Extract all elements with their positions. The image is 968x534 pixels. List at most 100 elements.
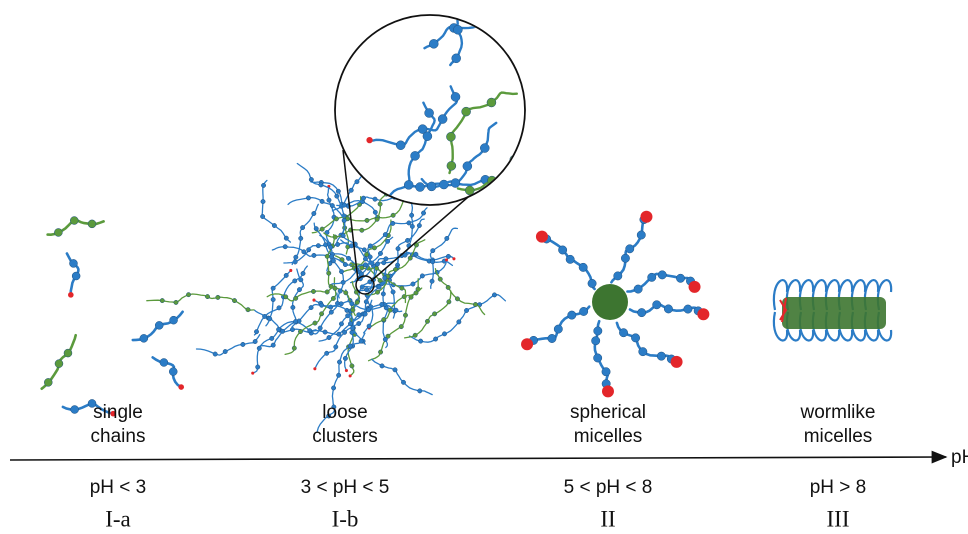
bead: [464, 308, 469, 313]
end-group: [68, 292, 74, 298]
bead: [319, 198, 325, 204]
end-group: [452, 257, 456, 261]
bead: [343, 290, 349, 296]
bead: [342, 329, 348, 335]
bead: [410, 151, 420, 161]
bead: [328, 309, 334, 315]
bead: [364, 217, 370, 223]
bead: [54, 359, 64, 368]
ph-range: 3 < pH < 5: [301, 477, 390, 498]
bead: [372, 245, 377, 251]
bead: [390, 289, 396, 295]
stage-name: wormlike: [800, 402, 876, 423]
bead: [587, 278, 597, 288]
bead: [336, 331, 342, 337]
bead: [255, 364, 261, 370]
end-group: [313, 367, 317, 371]
bead: [378, 349, 384, 355]
bead: [676, 273, 685, 283]
bead: [429, 278, 435, 284]
bead: [619, 328, 628, 338]
bead: [398, 324, 404, 330]
bead: [293, 254, 299, 260]
bead: [445, 253, 451, 259]
bead: [415, 182, 425, 192]
bead: [333, 344, 339, 350]
bead: [419, 273, 425, 279]
end-group: [535, 230, 548, 243]
bead: [437, 114, 448, 124]
bead: [451, 53, 461, 64]
bead: [339, 321, 344, 327]
ph-axis: [9, 450, 948, 464]
micelle-core: [592, 284, 628, 320]
bead: [280, 328, 286, 334]
chain: [283, 242, 350, 264]
bead: [306, 195, 311, 201]
bead: [390, 220, 396, 226]
bead: [269, 335, 275, 341]
bead: [558, 245, 568, 255]
bead: [339, 269, 344, 275]
bead: [361, 195, 366, 201]
bead: [232, 298, 237, 304]
chain-loop: [772, 279, 789, 342]
bead: [620, 253, 630, 263]
bead: [402, 252, 408, 258]
bead: [256, 345, 262, 351]
bead: [354, 179, 360, 185]
bead: [631, 333, 641, 343]
end-group: [670, 355, 683, 368]
end-group: [251, 371, 255, 375]
bead: [405, 237, 411, 243]
bead: [636, 230, 646, 240]
zoom-spot: [355, 275, 375, 295]
bead: [301, 249, 307, 255]
bead: [283, 272, 289, 278]
bead: [385, 238, 391, 244]
stage-name: micelles: [804, 426, 873, 447]
bead: [382, 275, 388, 281]
chain: [442, 16, 464, 67]
bead: [625, 244, 635, 254]
end-group: [521, 338, 534, 351]
bead: [342, 355, 348, 361]
bead: [186, 292, 191, 298]
bead: [613, 271, 623, 281]
bead: [486, 97, 497, 108]
bead: [348, 321, 353, 327]
bead: [271, 223, 277, 228]
bead: [319, 302, 325, 308]
bead: [372, 196, 378, 202]
bead: [413, 242, 419, 248]
bead: [363, 256, 368, 262]
bead: [591, 336, 601, 346]
bead: [308, 305, 314, 311]
bead: [300, 225, 306, 231]
bead: [345, 35, 355, 45]
bead: [245, 307, 251, 313]
bead: [159, 298, 165, 304]
bead: [429, 39, 439, 49]
bead: [342, 262, 348, 268]
bead: [338, 301, 344, 307]
phase-label: I-a: [105, 506, 131, 531]
bead: [382, 232, 388, 238]
bead: [329, 203, 335, 209]
bead: [480, 143, 490, 153]
bead: [387, 307, 393, 313]
bead: [168, 367, 178, 376]
bead: [547, 334, 557, 343]
bead: [293, 295, 299, 301]
phase-label: III: [827, 506, 850, 531]
bead: [276, 327, 282, 332]
end-group: [444, 258, 449, 262]
bead: [87, 219, 97, 229]
bead: [377, 201, 383, 207]
bead: [312, 320, 318, 326]
bead: [379, 301, 385, 307]
bead: [359, 265, 365, 271]
bead: [392, 367, 398, 373]
bead: [346, 255, 351, 261]
bead: [322, 329, 328, 335]
